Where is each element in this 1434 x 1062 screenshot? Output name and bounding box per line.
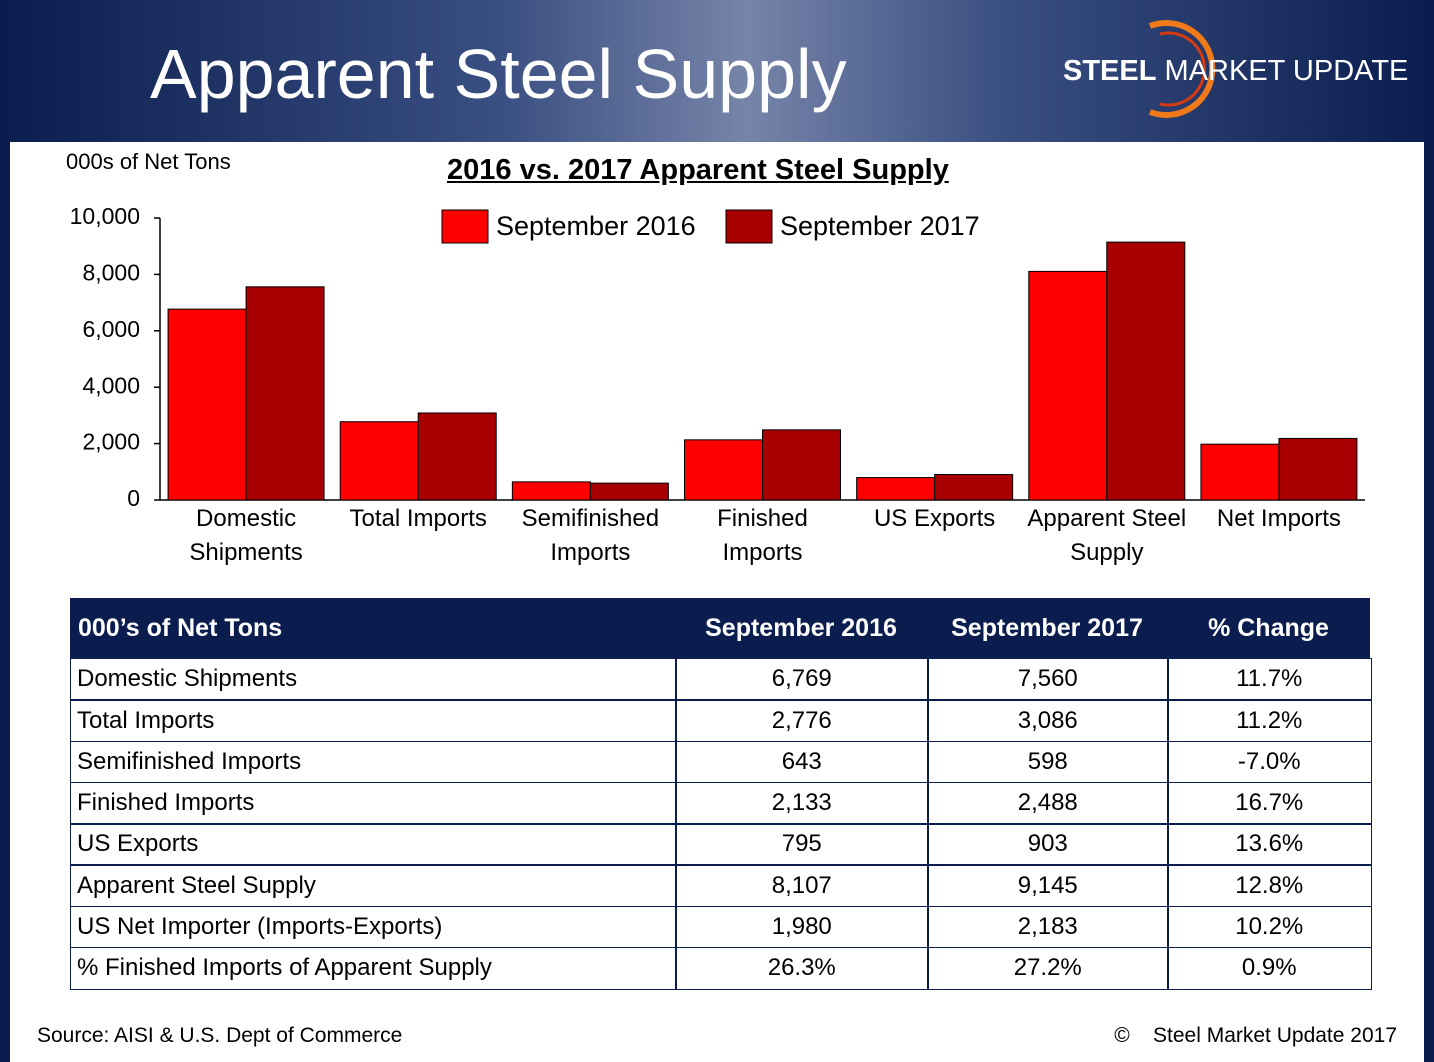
y-tick-label: 10,000 (70, 203, 140, 229)
table-value: 10.2% (1167, 905, 1372, 949)
table-value: 795 (675, 823, 929, 866)
table-value: 3,086 (927, 699, 1169, 742)
bar (167, 308, 247, 501)
table-value: 26.3% (675, 946, 929, 990)
x-tick-label: Semifinished Imports (521, 505, 660, 566)
table-value: 6,769 (675, 658, 929, 701)
bar (856, 477, 936, 501)
logo-text: MARKET UPDATE (1164, 55, 1409, 87)
y-tick-label: 0 (127, 485, 140, 511)
x-tick-label: Finished Imports (717, 505, 808, 566)
table-value: 643 (675, 740, 929, 784)
x-tick-label: Apparent Steel Supply (1027, 505, 1187, 566)
table-value: -7.0% (1167, 740, 1372, 784)
logo-swoosh (1148, 20, 1216, 118)
x-tick-label: Net Imports (1216, 505, 1341, 532)
bar (1200, 443, 1280, 501)
y-tick-label: 2,000 (82, 429, 140, 455)
bar (684, 439, 763, 501)
legend-label: September 2017 (780, 211, 980, 241)
table-value: 8,107 (675, 864, 929, 907)
table-header-bg (70, 598, 1370, 658)
column-header: % Change (1208, 613, 1329, 642)
row-label: US Exports (70, 823, 677, 866)
row-label: Apparent Steel Supply (70, 864, 677, 907)
table-value: 2,133 (675, 781, 929, 825)
legend-label: September 2016 (496, 211, 696, 241)
column-header: September 2016 (705, 613, 897, 642)
table-value: 1,980 (675, 905, 929, 949)
bar (1028, 270, 1108, 501)
row-label: Domestic Shipments (70, 658, 677, 701)
table-value: 903 (927, 823, 1169, 866)
logo: STEEL MARKET UPDATE (1063, 55, 1408, 88)
column-header: September 2017 (951, 613, 1143, 642)
y-axis-label: 000s of Net Tons (66, 149, 231, 174)
y-tick-label: 4,000 (82, 372, 140, 398)
source-note: Source: AISI & U.S. Dept of Commerce (37, 1024, 403, 1047)
table-value: 11.7% (1167, 658, 1372, 701)
chart-title: 2016 vs. 2017 Apparent Steel Supply (447, 154, 949, 186)
bar (762, 429, 841, 501)
y-tick-label: 8,000 (82, 259, 140, 285)
logo-bold: STEEL (1063, 55, 1157, 87)
table-value: 0.9% (1167, 946, 1372, 990)
column-header: 000’s of Net Tons (78, 613, 283, 642)
row-label: Finished Imports (70, 781, 677, 825)
logo-arc (1148, 20, 1216, 118)
row-label: Semifinished Imports (70, 740, 677, 784)
x-tick-label: US Exports (873, 505, 996, 532)
table-value: 7,560 (927, 658, 1169, 701)
logo-arc (1159, 31, 1206, 107)
bar (1278, 437, 1358, 501)
bar (245, 286, 325, 501)
bar (1106, 241, 1186, 501)
y-tick-label: 6,000 (82, 316, 140, 342)
bar (589, 482, 669, 501)
bar (417, 412, 497, 501)
table-value: 598 (927, 740, 1169, 784)
header-band (0, 0, 1434, 142)
table-value: 2,776 (675, 699, 929, 742)
slide-title: Apparent Steel Supply (150, 35, 847, 113)
bar (934, 474, 1014, 501)
table-value: 27.2% (927, 946, 1169, 990)
row-label: US Net Importer (Imports-Exports) (70, 905, 677, 949)
legend-swatch (725, 209, 773, 244)
chart: 0 2,000 4,000 6,000 8,000 10,000 September 201… (70, 203, 1365, 511)
x-tick-label: Total Imports (349, 505, 487, 532)
table-value: 2,488 (927, 781, 1169, 825)
row-label: % Finished Imports of Apparent Supply (70, 946, 677, 990)
bar (339, 421, 419, 501)
table-value: 13.6% (1167, 823, 1372, 866)
table-value: 9,145 (927, 864, 1169, 907)
table-value: 2,183 (927, 905, 1169, 949)
table-value: 12.8% (1167, 864, 1372, 907)
row-label: Total Imports (70, 699, 677, 742)
copyright: © Steel Market Update 2017 (1114, 1024, 1397, 1047)
table-value: 11.2% (1167, 699, 1372, 742)
bar (511, 481, 591, 501)
x-tick-label: Domestic Shipments (189, 505, 303, 566)
legend-swatch (441, 209, 489, 244)
table-value: 16.7% (1167, 781, 1372, 825)
